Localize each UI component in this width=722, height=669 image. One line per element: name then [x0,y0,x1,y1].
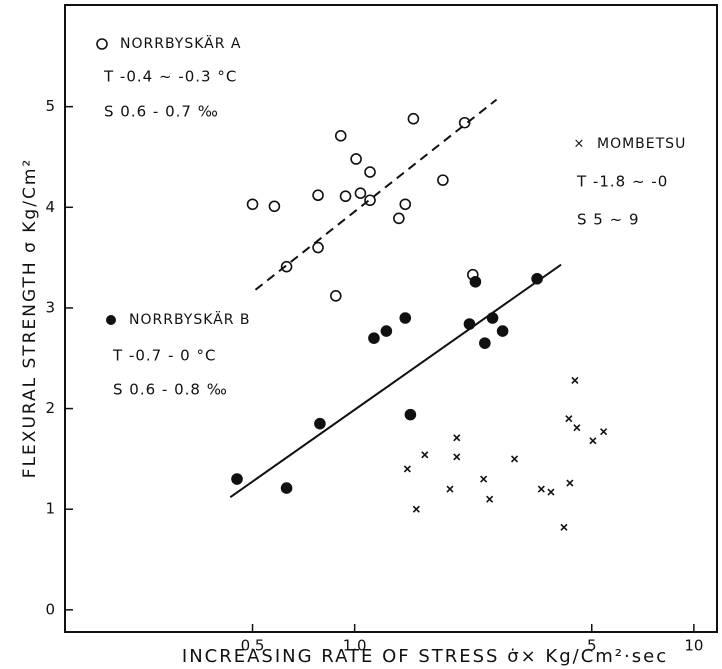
point [589,437,597,445]
point [565,415,573,423]
legend-note: S 0.6 - 0.8 ‰ [113,381,228,399]
point [573,424,581,432]
x-tick-label: 1.0 [343,637,367,655]
y-axis-label: FLEXURAL STRENGTH σ Kg/Cm² [20,158,40,478]
point [566,479,574,487]
point [547,488,555,496]
legend-note: T -0.7 - 0 °C [112,347,216,365]
point [280,260,293,273]
x-axis-label: INCREASING RATE OF STRESS σ̇× Kg/Cm²·sec [182,646,668,667]
fit-line [229,263,562,498]
point [268,200,281,213]
point [479,337,491,349]
point [312,241,324,254]
point [496,325,509,337]
point [453,434,461,442]
point [480,475,488,483]
point [393,212,405,225]
plot-frame [64,4,718,633]
point [312,189,324,202]
point [437,174,449,186]
y-tick-label: 4 [45,198,55,216]
point [334,130,347,142]
point [314,417,326,430]
point [407,112,420,125]
x-tick-label: 5 [587,637,597,655]
point [399,312,412,324]
point [364,194,376,207]
point [421,451,429,459]
legend-marker [106,315,116,325]
point [537,485,545,493]
x-tick-label: 0.5 [241,637,265,655]
x-tick-label: 10 [684,637,703,655]
legend-note: T -1.8 ~ -0 [576,173,668,191]
point [350,153,362,165]
y-tick-label: 2 [45,399,55,417]
legend-label: MOMBETSU [597,136,686,152]
legend-note: S 0.6 - 0.7 ‰ [104,103,219,121]
y-tick-label: 1 [45,500,55,518]
fit-line [254,98,498,291]
point [330,290,342,302]
point [231,473,243,485]
point [364,166,376,178]
point [399,198,412,211]
legend-note: T -0.4 ~ -0.3 °C [103,68,237,86]
point [403,465,411,473]
point [446,485,454,493]
point [600,428,608,436]
y-tick-label: 0 [45,600,55,618]
point [458,116,471,129]
point [339,190,352,203]
point [571,376,579,384]
point [412,505,420,513]
point [469,275,482,288]
y-tick-label: 5 [45,97,55,115]
point [531,272,543,285]
point [404,408,417,421]
point [463,318,476,330]
point [246,198,259,211]
point [486,495,494,503]
point [453,453,461,461]
point [560,523,568,531]
point [368,332,380,344]
point [510,455,519,463]
legend-marker: × [574,137,585,152]
legend-label: NORRBYSKÄR A [120,34,242,52]
point [354,187,367,200]
legend-marker [96,38,108,50]
legend-note: S 5 ~ 9 [577,211,639,229]
legend-label: NORRBYSKÄR B [129,310,251,328]
point [486,312,499,324]
y-tick-label: 3 [45,298,55,316]
point [280,482,293,494]
point [380,325,393,337]
